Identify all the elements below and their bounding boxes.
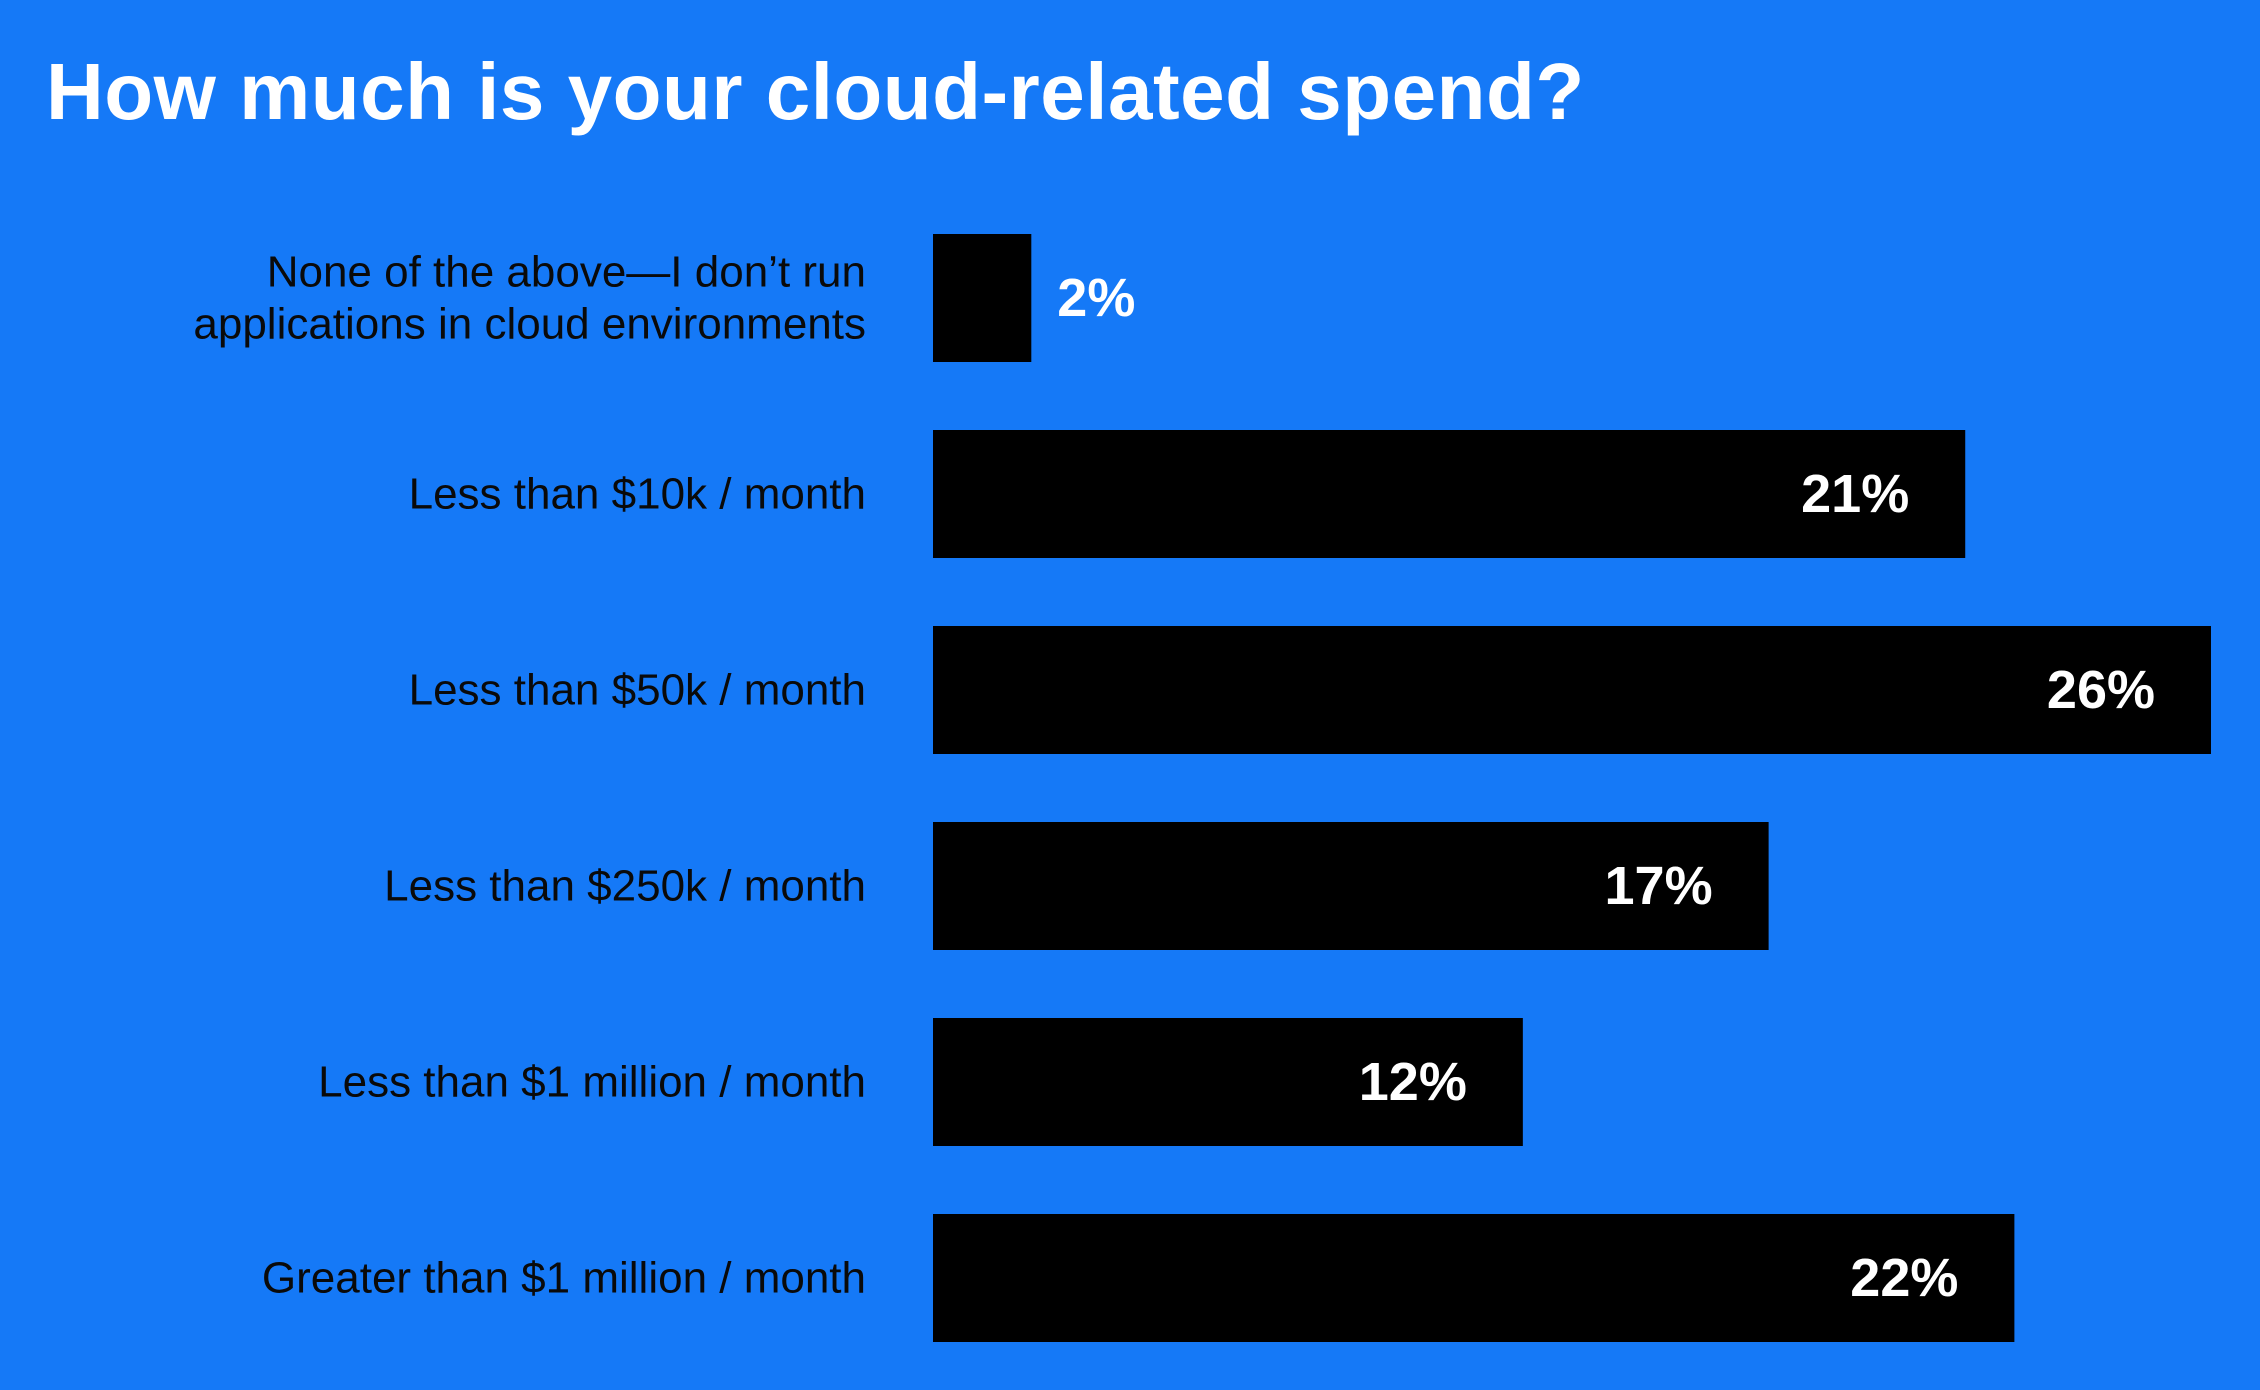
category-label: Greater than $1 million / month: [262, 1254, 866, 1303]
value-label: 2%: [1057, 268, 1135, 328]
category-label: Less than $1 million / month: [318, 1058, 866, 1107]
bar-row: Less than $250k / month 17%: [384, 822, 1769, 950]
value-label: 17%: [1605, 856, 1713, 916]
bar-row: Greater than $1 million / month 22%: [262, 1214, 2015, 1342]
value-label: 21%: [1801, 464, 1909, 524]
category-label: None of the above—I don’t run application…: [193, 248, 866, 349]
value-label: 22%: [1850, 1248, 1958, 1308]
bar-row: None of the above—I don’t run application…: [193, 234, 1135, 362]
bar: [933, 626, 2211, 754]
value-label: 26%: [2047, 660, 2155, 720]
category-label: Less than $50k / month: [409, 666, 866, 715]
bar: [933, 1018, 1523, 1146]
category-label: Less than $250k / month: [384, 862, 866, 911]
bar: [933, 822, 1769, 950]
bar: [933, 234, 1032, 362]
chart-title: How much is your cloud-related spend?: [46, 47, 1585, 136]
value-label: 12%: [1359, 1052, 1467, 1112]
bar-row: Less than $1 million / month 12%: [318, 1018, 1523, 1146]
bar-row: Less than $50k / month 26%: [409, 626, 2211, 754]
bar: [933, 430, 1966, 558]
bar: [933, 1214, 2015, 1342]
category-label: Less than $10k / month: [409, 470, 866, 519]
bar-row: Less than $10k / month 21%: [409, 430, 1966, 558]
